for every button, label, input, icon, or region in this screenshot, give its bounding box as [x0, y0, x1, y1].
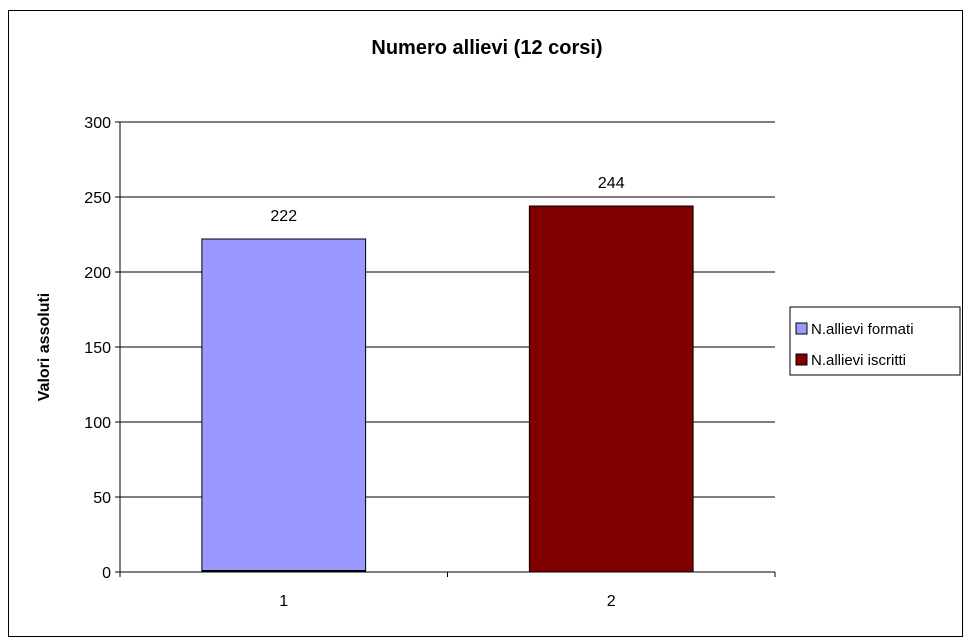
bar	[201, 238, 367, 573]
y-tick-label: 50	[93, 490, 111, 507]
data-label: 222	[270, 208, 297, 225]
y-tick-label: 200	[84, 265, 111, 282]
axes: 0 50 100 150 200 250 300 1 2	[84, 115, 776, 610]
y-tick-label: 0	[102, 565, 111, 582]
bar	[528, 205, 694, 573]
x-tick-label: 2	[607, 593, 616, 610]
y-tick-label: 250	[84, 190, 111, 207]
bars: 222 244	[201, 175, 694, 573]
chart-title: Numero allievi (12 corsi)	[371, 37, 602, 59]
y-tick-label: 100	[84, 415, 111, 432]
y-tick-label: 300	[84, 115, 111, 132]
legend-swatch	[795, 322, 808, 335]
legend: N.allievi formati N.allievi iscritti	[789, 306, 961, 376]
legend-label: N.allievi formati	[811, 321, 914, 338]
data-label: 244	[598, 175, 625, 192]
y-axis-label: Valori assoluti	[36, 293, 53, 401]
x-tick-label: 1	[279, 593, 288, 610]
legend-label: N.allievi iscritti	[811, 352, 906, 369]
legend-box	[789, 306, 961, 376]
legend-swatch	[795, 353, 808, 366]
y-tick-label: 150	[84, 340, 111, 357]
